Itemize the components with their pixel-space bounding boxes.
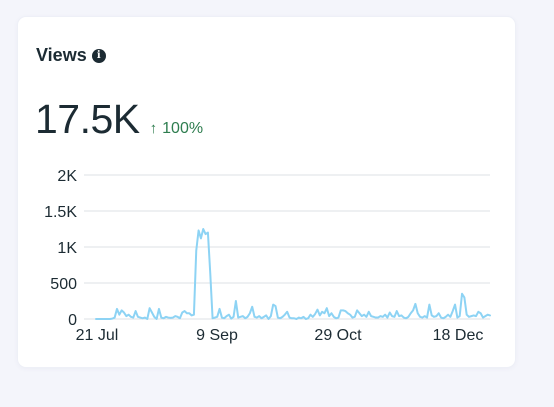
y-tick-label: 1.5K: [44, 204, 77, 221]
metric-value: 17.5K: [35, 96, 140, 142]
delta-badge: ↑ 100%: [150, 120, 203, 138]
views-line-chart: 0 500 1K 1.5K 2K 21 Jul 9 Sep 29 Oct 18 Dec: [44, 168, 491, 344]
card-header: Views i: [36, 45, 106, 66]
y-tick-label: 1K: [57, 240, 77, 257]
info-icon[interactable]: i: [91, 48, 106, 63]
grid-layer: [84, 174, 490, 320]
views-series-line: [95, 228, 491, 320]
x-tick-label: 9 Sep: [196, 327, 238, 344]
card-title: Views: [36, 45, 87, 65]
delta-value: 100%: [162, 120, 204, 137]
arrow-up-icon: ↑: [149, 120, 158, 137]
x-tick-label: 21 Jul: [76, 327, 119, 344]
metric-summary: 17.5K ↑ 100%: [35, 96, 203, 143]
x-axis-labels: 21 Jul 9 Sep 29 Oct 18 Dec: [76, 327, 484, 344]
series-layer: [95, 228, 491, 320]
y-axis-labels: 0 500 1K 1.5K 2K: [44, 168, 77, 329]
y-tick-label: 500: [50, 276, 77, 293]
x-tick-label: 18 Dec: [433, 327, 484, 344]
views-card: Views i 17.5K ↑ 100% 0 500 1K 1.5K 2K 21 Jul…: [18, 17, 515, 367]
y-tick-label: 2K: [57, 168, 77, 185]
x-tick-label: 29 Oct: [314, 327, 362, 344]
y-tick-label: 0: [68, 312, 77, 329]
